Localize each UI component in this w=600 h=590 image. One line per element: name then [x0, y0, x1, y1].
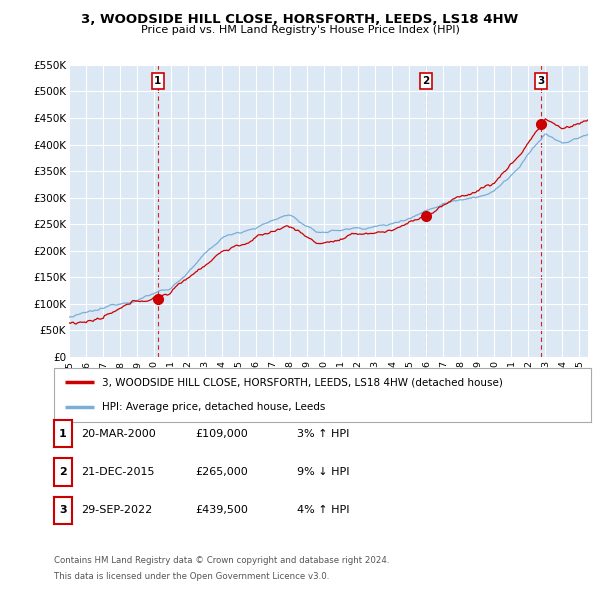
Text: £265,000: £265,000	[195, 467, 248, 477]
Text: 9% ↓ HPI: 9% ↓ HPI	[297, 467, 349, 477]
Text: HPI: Average price, detached house, Leeds: HPI: Average price, detached house, Leed…	[103, 402, 326, 412]
Text: Price paid vs. HM Land Registry's House Price Index (HPI): Price paid vs. HM Land Registry's House …	[140, 25, 460, 35]
Text: 3, WOODSIDE HILL CLOSE, HORSFORTH, LEEDS, LS18 4HW: 3, WOODSIDE HILL CLOSE, HORSFORTH, LEEDS…	[82, 13, 518, 26]
Text: 1: 1	[154, 76, 161, 86]
Text: 2: 2	[59, 467, 67, 477]
Text: 3: 3	[59, 506, 67, 515]
Text: 4% ↑ HPI: 4% ↑ HPI	[297, 506, 349, 515]
Text: 1: 1	[59, 429, 67, 438]
Text: £109,000: £109,000	[195, 429, 248, 438]
Text: 21-DEC-2015: 21-DEC-2015	[81, 467, 155, 477]
Text: 20-MAR-2000: 20-MAR-2000	[81, 429, 156, 438]
Text: Contains HM Land Registry data © Crown copyright and database right 2024.: Contains HM Land Registry data © Crown c…	[54, 556, 389, 565]
Text: 3, WOODSIDE HILL CLOSE, HORSFORTH, LEEDS, LS18 4HW (detached house): 3, WOODSIDE HILL CLOSE, HORSFORTH, LEEDS…	[103, 377, 503, 387]
Text: £439,500: £439,500	[195, 506, 248, 515]
Text: 3: 3	[538, 76, 545, 86]
Text: 3% ↑ HPI: 3% ↑ HPI	[297, 429, 349, 438]
Text: 29-SEP-2022: 29-SEP-2022	[81, 506, 152, 515]
Text: 2: 2	[422, 76, 430, 86]
Text: This data is licensed under the Open Government Licence v3.0.: This data is licensed under the Open Gov…	[54, 572, 329, 581]
